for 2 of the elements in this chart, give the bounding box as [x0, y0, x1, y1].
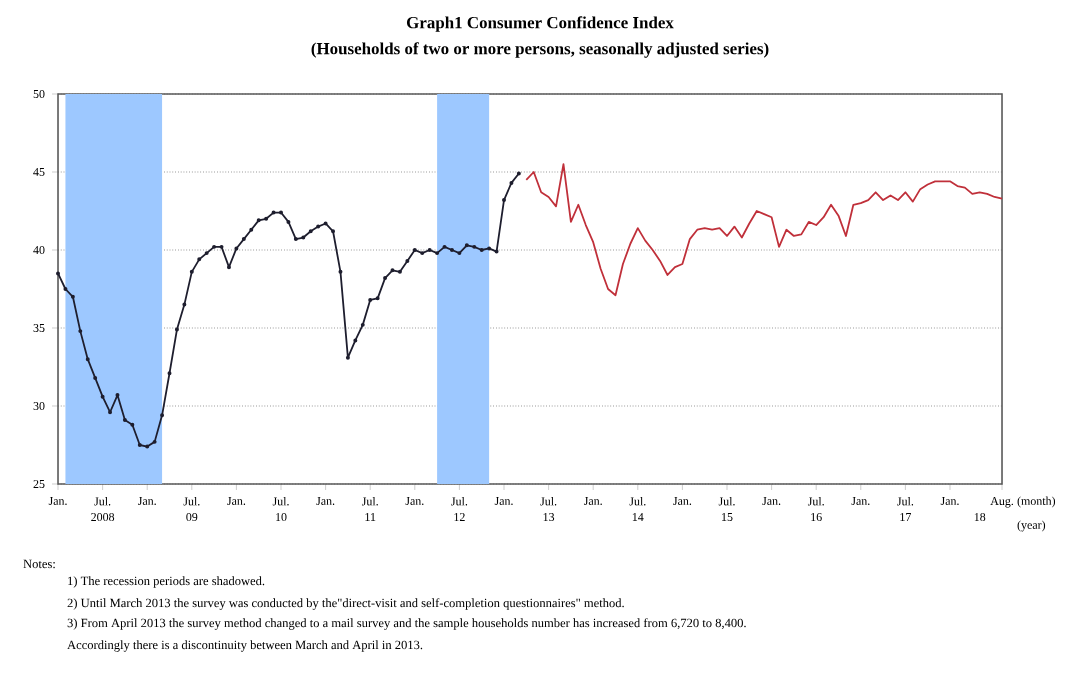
chart-title: Graph1 Consumer Confidence Index — [406, 16, 674, 32]
chart-subtitle: (Households of two or more persons, seasonally adjusted series) — [311, 42, 769, 58]
